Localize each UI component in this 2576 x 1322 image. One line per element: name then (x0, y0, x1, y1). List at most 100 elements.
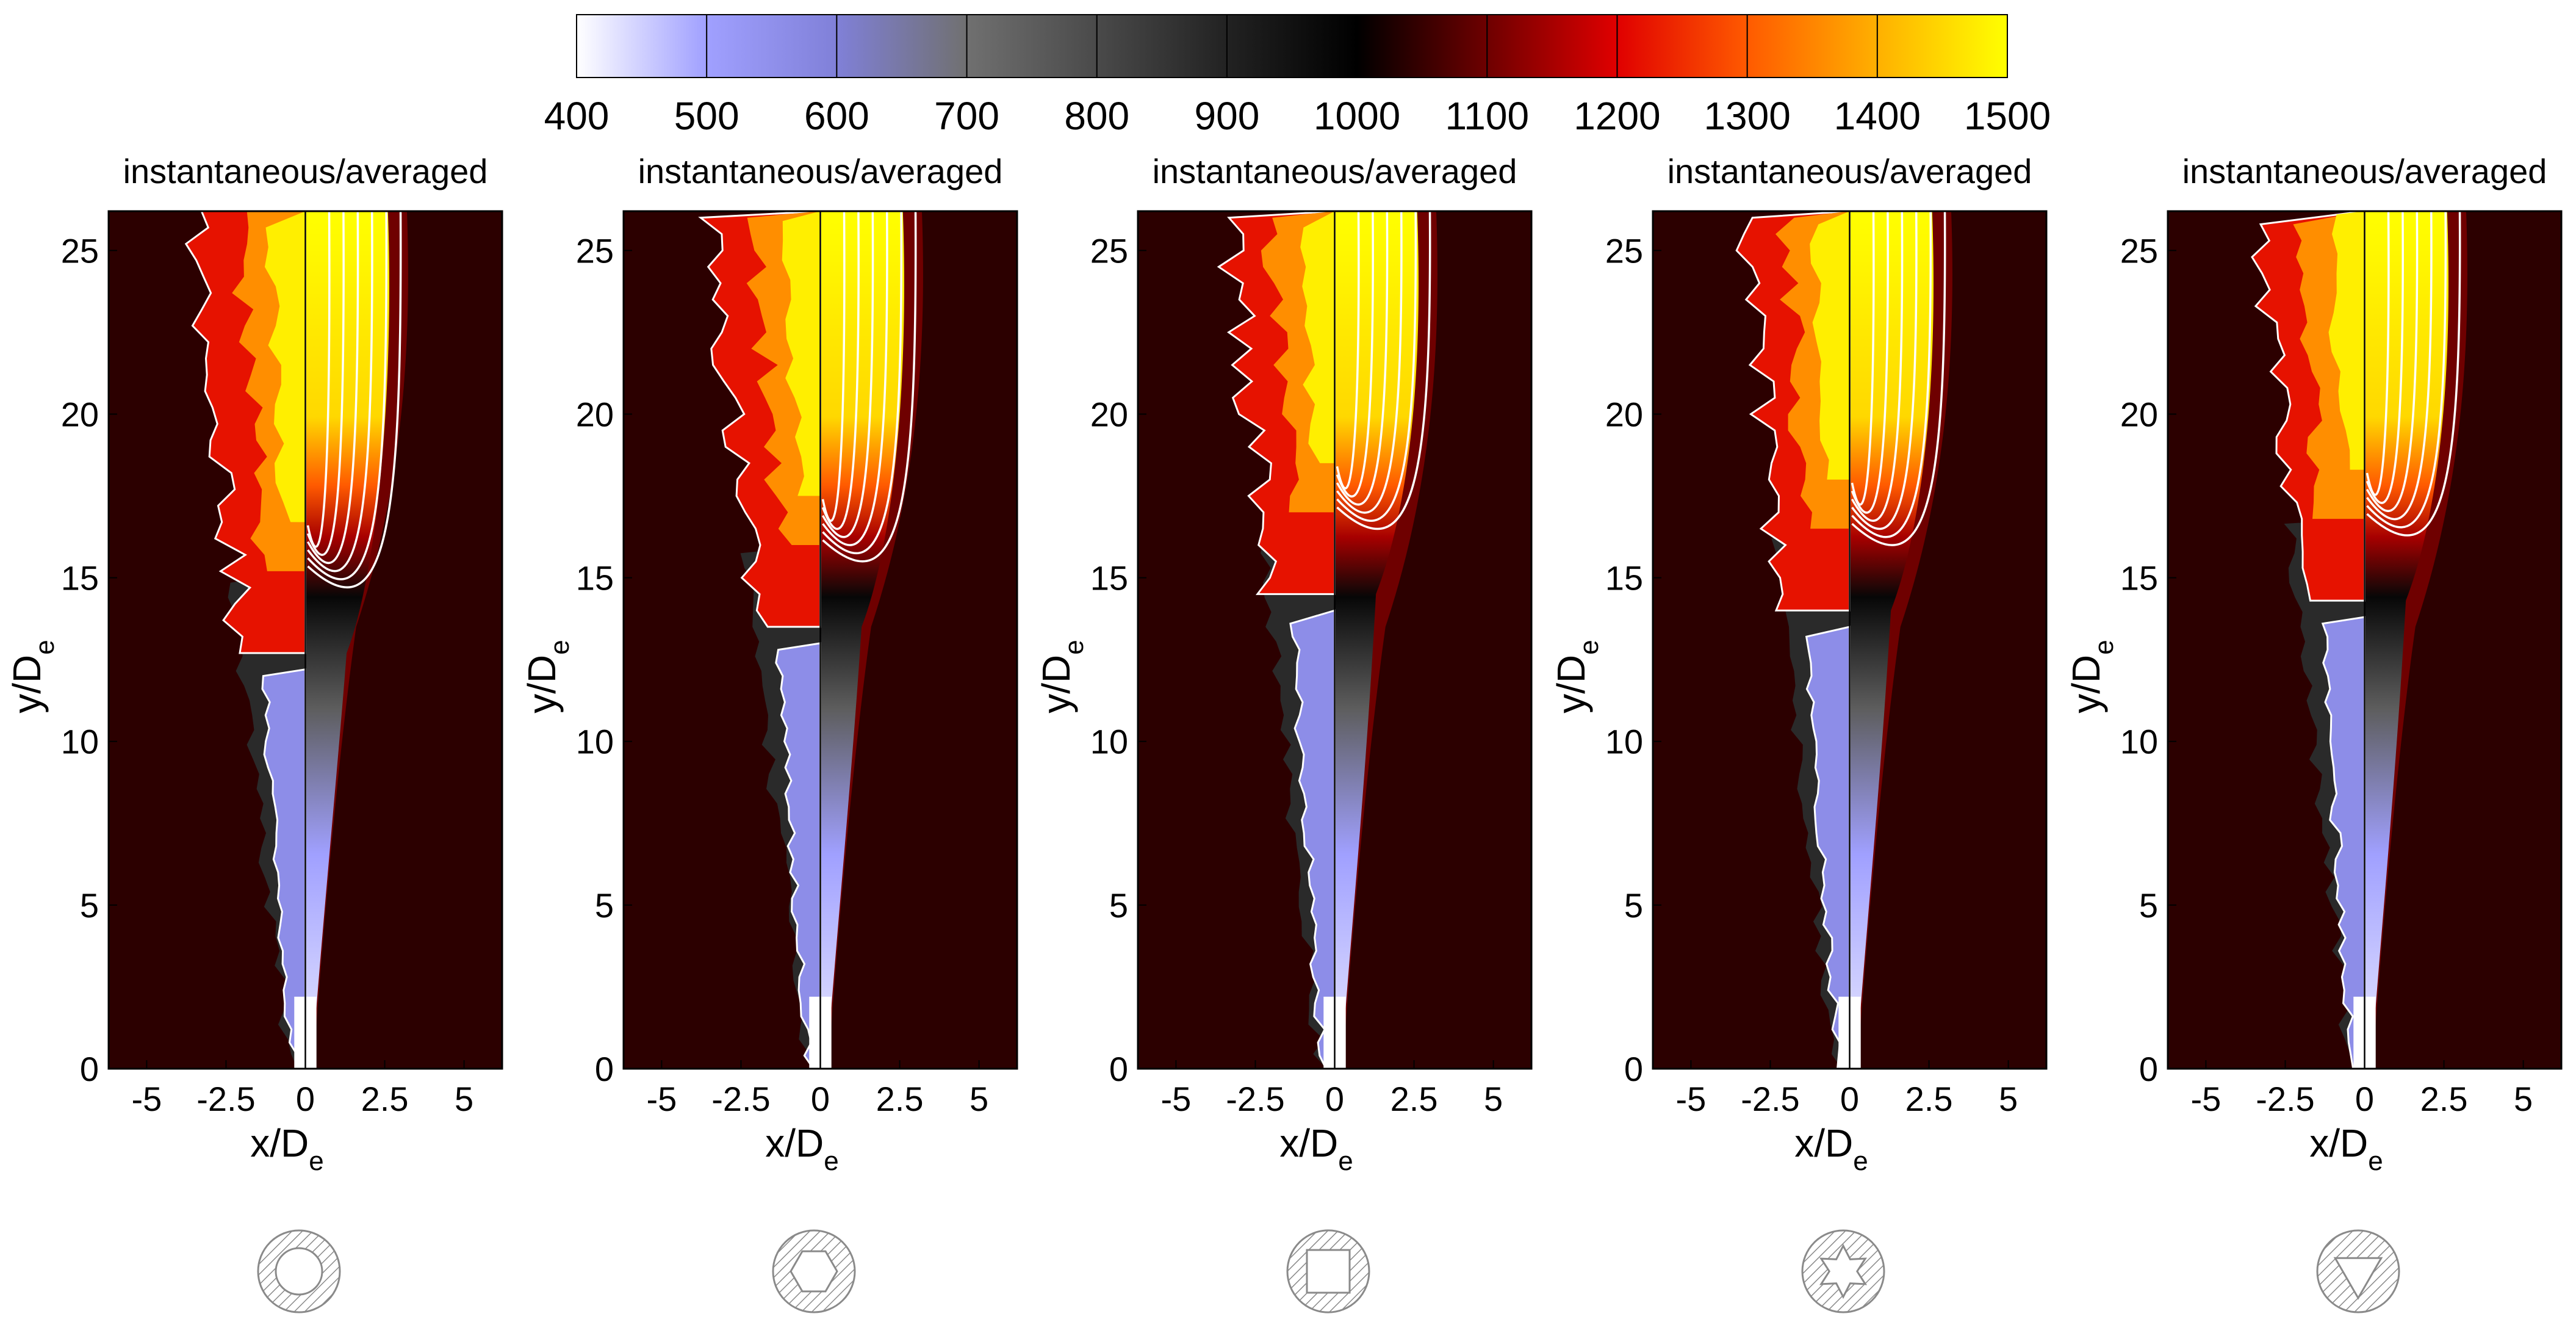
nozzle-hexagram-icon (1801, 1229, 1885, 1313)
averaged-contour (1851, 211, 1932, 538)
x-tick-label: 2.5 (1905, 1080, 1953, 1118)
x-tick-label: -5 (2191, 1080, 2222, 1118)
averaged-contour (2366, 211, 2404, 504)
x-tick-label: 0 (1840, 1080, 1859, 1118)
y-tick-label: 25 (1605, 231, 1643, 270)
y-tick-label: 20 (1605, 395, 1643, 433)
averaged-contour (1851, 211, 1889, 514)
x-tick-label: 0 (2355, 1080, 2374, 1118)
averaged-contour (1336, 211, 1417, 522)
colorbar-tick-label: 1300 (1704, 94, 1790, 138)
x-tick-label: 2.5 (1391, 1080, 1438, 1118)
x-tick-label: -5 (1161, 1080, 1192, 1118)
x-tick-label: 5 (1999, 1080, 2018, 1118)
y-axis-label: y/De (2064, 640, 2119, 713)
y-axis-label: y/De (520, 640, 575, 713)
y-tick-label: 20 (61, 395, 99, 433)
x-tick-label: -2.5 (711, 1080, 771, 1118)
panel-title: instantaneous/averaged (1668, 152, 2032, 190)
averaged-contour (307, 211, 402, 589)
y-tick-label: 20 (2120, 395, 2158, 433)
averaged-contour (2366, 211, 2461, 536)
y-tick-label: 25 (2120, 231, 2158, 270)
x-tick-label: 5 (2514, 1080, 2533, 1118)
x-tick-label: -5 (1676, 1080, 1707, 1118)
x-tick-label: 5 (970, 1080, 988, 1118)
nozzle-hexagon-icon (772, 1229, 856, 1313)
instantaneous-flame-core (1300, 211, 1335, 463)
colorbar-tick-label: 900 (1195, 94, 1260, 138)
averaged-contour (2366, 211, 2419, 512)
x-tick-label: 0 (1325, 1080, 1344, 1118)
averaged-contour (306, 211, 345, 556)
y-tick-label: 10 (61, 723, 99, 761)
y-tick-label: 25 (1090, 231, 1128, 270)
averaged-contour (307, 211, 388, 580)
averaged-contour (821, 211, 860, 530)
y-tick-label: 0 (2139, 1050, 2158, 1088)
averaged-contour (306, 211, 359, 565)
y-tick-label: 25 (61, 231, 99, 270)
nozzle-outline (2316, 1229, 2400, 1313)
colorbar-tick-label: 800 (1064, 94, 1129, 138)
instantaneous-cold-core (2321, 616, 2366, 1069)
panels: instantaneous/averaged -5 -2.5 0 2.5 5 0 5 10 15 2… (5, 152, 2563, 1176)
y-tick-label: 10 (576, 723, 614, 761)
averaged-contour (2366, 211, 2447, 529)
x-tick-label: -5 (647, 1080, 677, 1118)
x-axis-label: x/De (2309, 1121, 2383, 1176)
nozzle-icons (257, 1229, 2400, 1313)
averaged-contour (822, 211, 903, 555)
averaged-contour (1851, 211, 1946, 546)
colorbar-tick-label: 500 (674, 94, 739, 138)
x-tick-label: 5 (1484, 1080, 1503, 1118)
colorbar-gradient (576, 14, 2008, 78)
y-tick-label: 0 (80, 1050, 99, 1088)
y-tick-label: 5 (595, 886, 614, 925)
averaged-contour (1336, 211, 1403, 514)
y-axis-label: y/De (1549, 640, 1604, 713)
y-tick-label: 5 (2139, 886, 2158, 925)
x-tick-label: 2.5 (2420, 1080, 2468, 1118)
x-tick-label: 5 (455, 1080, 473, 1118)
instantaneous-flame-core (2328, 211, 2365, 470)
x-tick-label: -2.5 (196, 1080, 256, 1118)
averaged-contour (1336, 211, 1431, 530)
y-axis-label: y/De (5, 640, 60, 713)
x-axis-label: x/De (250, 1121, 323, 1176)
instantaneous-flame-core (1810, 211, 1850, 480)
y-tick-label: 0 (1109, 1050, 1128, 1088)
averaged-contour (821, 211, 874, 538)
panel-title: instantaneous/averaged (1153, 152, 1517, 190)
colorbar: 400 500 600 700 800 900 1000 1100 1200 1300 1400 15… (544, 14, 2051, 138)
instantaneous-flame-core (782, 211, 821, 496)
y-tick-label: 0 (595, 1050, 614, 1088)
instantaneous-cold-core (261, 668, 306, 1069)
colorbar-tick-label: 1000 (1314, 94, 1400, 138)
y-tick-label: 10 (2120, 723, 2158, 761)
averaged-contour (822, 211, 917, 563)
x-tick-label: -2.5 (1741, 1080, 1800, 1118)
y-tick-label: 15 (2120, 559, 2158, 598)
y-tick-label: 15 (61, 559, 99, 598)
averaged-contour (307, 211, 373, 573)
x-tick-label: 2.5 (361, 1080, 409, 1118)
averaged-contour (1336, 211, 1374, 497)
colorbar-tick-label: 1200 (1574, 94, 1660, 138)
x-axis-label: x/De (765, 1121, 838, 1176)
x-axis-label: x/De (1279, 1121, 1353, 1176)
y-tick-label: 25 (576, 231, 614, 270)
nozzle-circle-icon (257, 1229, 341, 1313)
y-axis-label: y/De (1034, 640, 1089, 713)
nozzle-square-icon (1286, 1229, 1370, 1313)
colorbar-tick-label: 1500 (1964, 94, 2051, 138)
instantaneous-cold-core (775, 642, 821, 1069)
nozzle-triangle-icon (2316, 1229, 2400, 1313)
panel-title: instantaneous/averaged (123, 152, 488, 190)
colorbar-tick-label: 1400 (1834, 94, 1921, 138)
panel-3: instantaneous/averaged -5 -2.5 0 2.5 5 0 5 10 15 2… (1034, 152, 1533, 1176)
nozzle-outline (1286, 1229, 1370, 1313)
averaged-contour (1851, 211, 1918, 530)
x-tick-label: 0 (296, 1080, 315, 1118)
y-tick-label: 10 (1090, 723, 1128, 761)
